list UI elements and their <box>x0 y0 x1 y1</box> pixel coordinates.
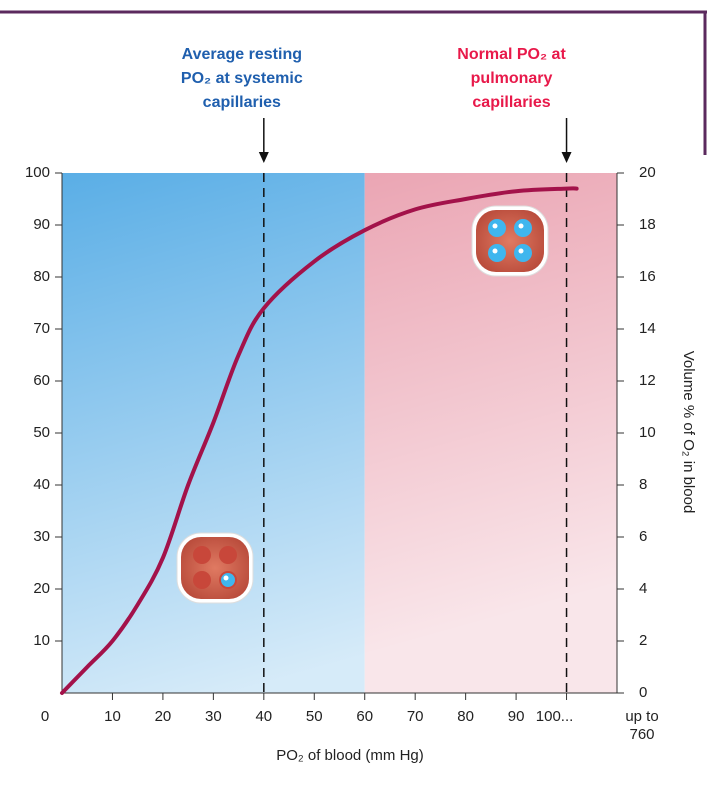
y-tick-label: 40 <box>33 476 50 493</box>
annotation-text: pulmonary <box>471 70 553 87</box>
annotation-text: capillaries <box>472 94 550 111</box>
x-tick-label: 0 <box>41 708 49 725</box>
y-tick-label: 10 <box>33 632 50 649</box>
y-tick-label: 50 <box>33 424 50 441</box>
y2-tick-label: 14 <box>639 320 656 337</box>
x-tick-label: 50 <box>306 708 323 725</box>
annotation-text: Normal PO₂ at <box>457 46 566 63</box>
y-tick-label: 80 <box>33 268 50 285</box>
y-tick-label: 100 <box>25 164 50 181</box>
x-tick-label: 60 <box>356 708 373 725</box>
y2-tick-label: 8 <box>639 476 647 493</box>
y-tick-label: 60 <box>33 372 50 389</box>
x-tick-label: 70 <box>407 708 424 725</box>
annotation-arrowhead <box>258 152 269 163</box>
y2-tick-label: 12 <box>639 372 656 389</box>
y2-tick-label: 0 <box>639 684 647 701</box>
plot: 10 20 30 40 50 60 70 80 90 100 0 2 4 6 8 10 12 14 16 18 20 0 1… <box>25 46 659 743</box>
y2-tick-label: 18 <box>639 216 656 233</box>
y2-tick-label: 2 <box>639 632 647 649</box>
y-tick-label: 30 <box>33 528 50 545</box>
y2-tick-label: 10 <box>639 424 656 441</box>
y2-axis-label: Volume % of O₂ in blood <box>680 351 697 514</box>
x-end-label: 760 <box>629 726 654 743</box>
cell-icon <box>176 532 254 604</box>
x-tick-label: 90 <box>508 708 525 725</box>
annotation-text: Average resting <box>182 46 302 63</box>
x-tick-label: 20 <box>155 708 172 725</box>
icons <box>176 205 549 604</box>
y-tick-label: 20 <box>33 580 50 597</box>
y-tick-label: 70 <box>33 320 50 337</box>
x-tick-label: 10 <box>104 708 121 725</box>
x-tick-label: 40 <box>255 708 272 725</box>
y2-tick-label: 20 <box>639 164 656 181</box>
x-tick-label: 80 <box>457 708 474 725</box>
x-end-label: up to <box>625 708 658 725</box>
curve <box>60 186 579 695</box>
cell-icon <box>471 205 549 277</box>
y2-tick-label: 4 <box>639 580 647 597</box>
y2-tick-label: 6 <box>639 528 647 545</box>
annotation-text: capillaries <box>203 94 281 111</box>
annotation-arrowhead <box>561 152 572 163</box>
annotation-text: PO₂ at systemic <box>181 70 303 87</box>
y-tick-label: 90 <box>33 216 50 233</box>
y2-tick-label: 16 <box>639 268 656 285</box>
x-tick-label: 100... <box>536 708 574 725</box>
x-axis-label: PO₂ of blood (mm Hg) <box>276 747 424 764</box>
x-tick-label: 30 <box>205 708 222 725</box>
